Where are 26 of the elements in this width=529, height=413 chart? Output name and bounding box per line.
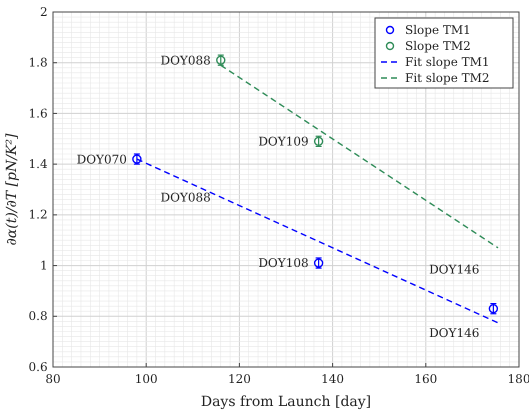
legend-label: Fit slope TM2 — [405, 71, 490, 86]
legend-label: Slope TM2 — [405, 39, 471, 54]
x-tick-label: 140 — [321, 372, 344, 386]
annotation: DOY088 — [160, 53, 211, 68]
y-tick-label: 1.2 — [28, 208, 48, 222]
y-tick-label: 1 — [40, 258, 48, 272]
legend-label: Fit slope TM1 — [405, 55, 490, 70]
y-tick-label: 1.8 — [28, 56, 48, 70]
y-tick-label: 1.6 — [28, 106, 48, 120]
x-tick-label: 80 — [45, 372, 61, 386]
y-tick-label: 1.4 — [28, 156, 48, 171]
annotation: DOY088 — [160, 190, 211, 204]
x-axis-title: Days from Launch [day] — [200, 394, 372, 410]
annotation: DOY070 — [76, 152, 127, 166]
x-tick-label: 120 — [228, 372, 251, 386]
annotation: DOY108 — [258, 256, 309, 270]
annotation: DOY109 — [258, 134, 309, 149]
y-tick-label: 0.6 — [28, 360, 48, 374]
y-tick-label: 0.8 — [28, 309, 48, 324]
y-axis-title: ∂α(t)/∂T [pN/K²] — [4, 133, 20, 246]
legend-label: Slope TM1 — [405, 23, 471, 38]
annotation: DOY146 — [429, 326, 480, 340]
annotation: DOY146 — [429, 262, 480, 276]
y-tick-label: 2 — [40, 4, 48, 19]
x-tick-label: 100 — [134, 372, 158, 386]
x-tick-label: 160 — [414, 372, 438, 386]
